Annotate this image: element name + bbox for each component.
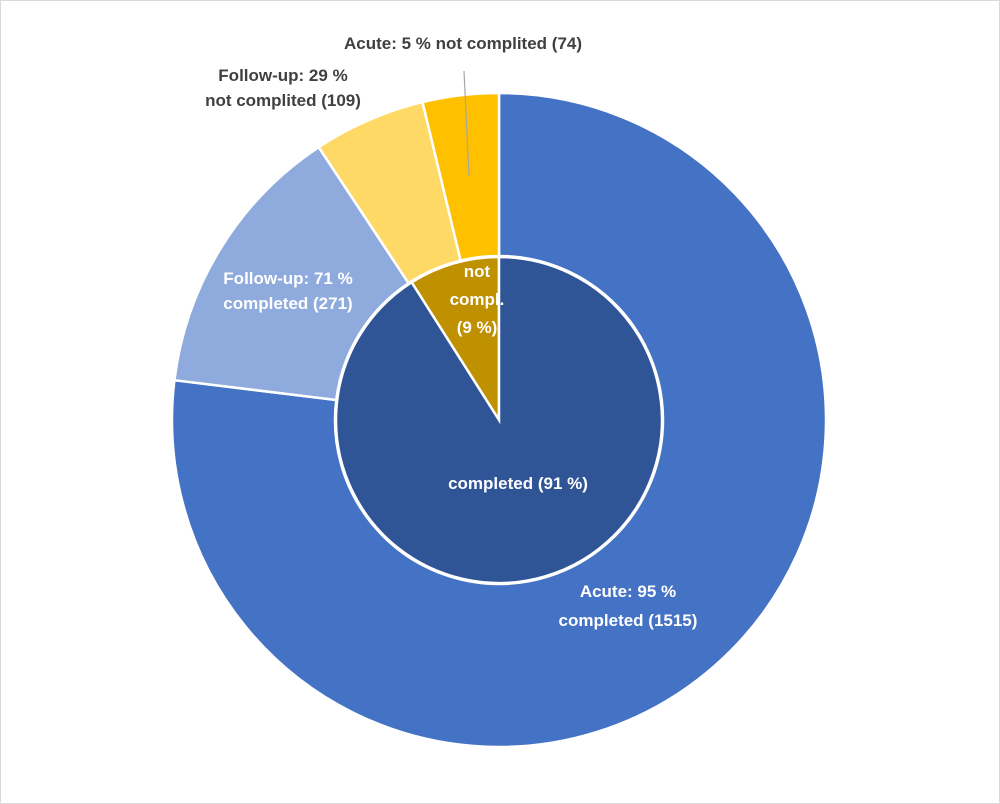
label-not-completed: not compl. (9 %) <box>450 262 505 337</box>
label-followup-not-completed: Follow-up: 29 % not complited (109) <box>205 66 361 110</box>
leader-lines <box>463 70 470 177</box>
label-followup-completed: Follow-up: 71 % completed (271) <box>223 269 352 313</box>
data-labels: Acute: 95 % completed (1515) Follow-up: 71… <box>205 34 697 630</box>
inner-slice-completed <box>334 255 664 585</box>
label-completed: completed (91 %) <box>448 474 588 493</box>
outer-ring <box>170 91 828 749</box>
leader-line-acute-not-completed <box>463 70 470 177</box>
inner-ring <box>334 255 664 585</box>
label-acute-completed: Acute: 95 % completed (1515) <box>559 582 698 630</box>
label-acute-not-completed: Acute: 5 % not complited (74) <box>344 34 582 53</box>
inner-slice-not_completed <box>409 255 501 425</box>
